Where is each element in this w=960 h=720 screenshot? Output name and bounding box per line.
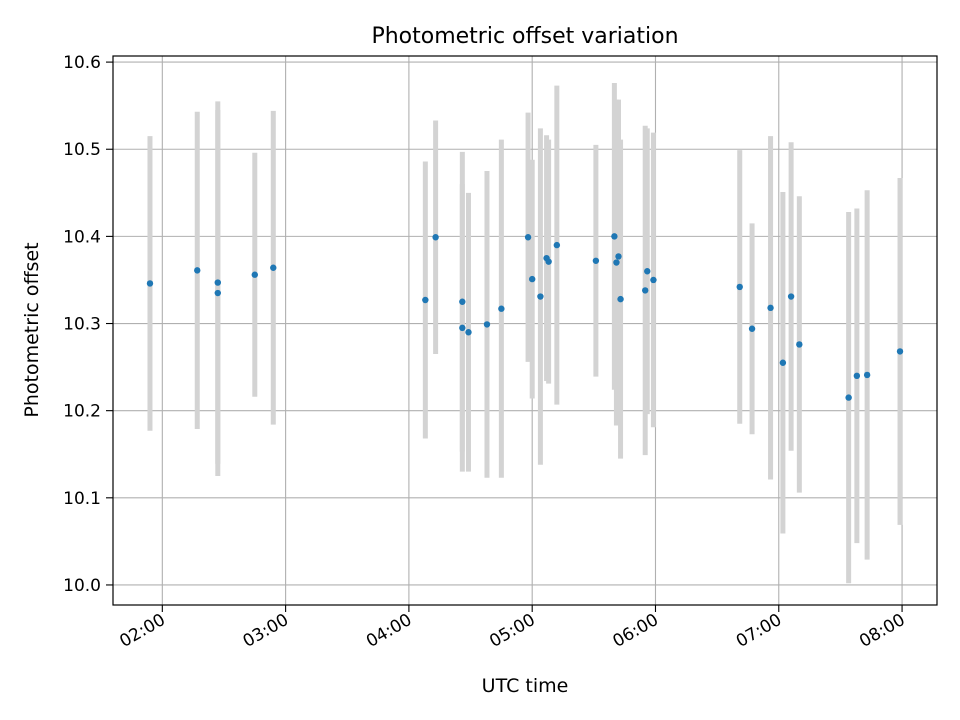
data-point bbox=[853, 372, 861, 380]
data-point bbox=[767, 304, 774, 312]
y-tick-label: 10.2 bbox=[63, 402, 101, 422]
data-point bbox=[613, 259, 620, 266]
y-tick-label: 10.4 bbox=[63, 227, 101, 247]
data-point bbox=[545, 258, 552, 265]
data-point bbox=[465, 329, 472, 336]
x-axis-label: UTC time bbox=[482, 675, 569, 697]
y-tick-label: 10.1 bbox=[63, 489, 101, 509]
data-point bbox=[524, 234, 532, 241]
data-point bbox=[896, 348, 904, 355]
data-point bbox=[459, 298, 466, 305]
data-point bbox=[592, 257, 600, 264]
data-point bbox=[611, 233, 618, 240]
data-point bbox=[644, 268, 651, 275]
data-point bbox=[194, 267, 201, 274]
y-tick-label: 10.3 bbox=[63, 315, 101, 335]
data-point bbox=[845, 394, 852, 401]
data-point bbox=[553, 241, 561, 249]
data-point bbox=[642, 287, 649, 294]
data-point bbox=[779, 359, 787, 366]
data-point bbox=[483, 321, 491, 328]
y-axis-label: Photometric offset bbox=[21, 242, 43, 417]
data-point bbox=[736, 283, 743, 291]
data-point bbox=[214, 289, 221, 297]
data-point bbox=[432, 234, 439, 241]
data-points bbox=[146, 233, 904, 401]
data-point bbox=[615, 253, 622, 260]
data-point bbox=[459, 324, 466, 332]
data-point bbox=[617, 295, 624, 303]
y-tick-label: 10.6 bbox=[63, 53, 101, 73]
data-point bbox=[251, 271, 258, 278]
data-point bbox=[537, 293, 544, 300]
data-point bbox=[528, 275, 536, 283]
data-point bbox=[863, 371, 871, 379]
data-point bbox=[422, 296, 429, 304]
y-tick-label: 10.5 bbox=[63, 140, 101, 160]
data-point bbox=[650, 276, 657, 284]
data-point bbox=[146, 280, 154, 287]
data-point bbox=[748, 325, 756, 332]
chart-title: Photometric offset variation bbox=[371, 24, 678, 49]
data-point bbox=[796, 341, 803, 348]
data-point bbox=[498, 305, 505, 312]
data-point bbox=[270, 264, 277, 271]
data-point bbox=[214, 279, 221, 286]
y-tick-label: 10.0 bbox=[63, 576, 101, 596]
data-point bbox=[787, 293, 795, 300]
plot-frame bbox=[112, 55, 938, 606]
